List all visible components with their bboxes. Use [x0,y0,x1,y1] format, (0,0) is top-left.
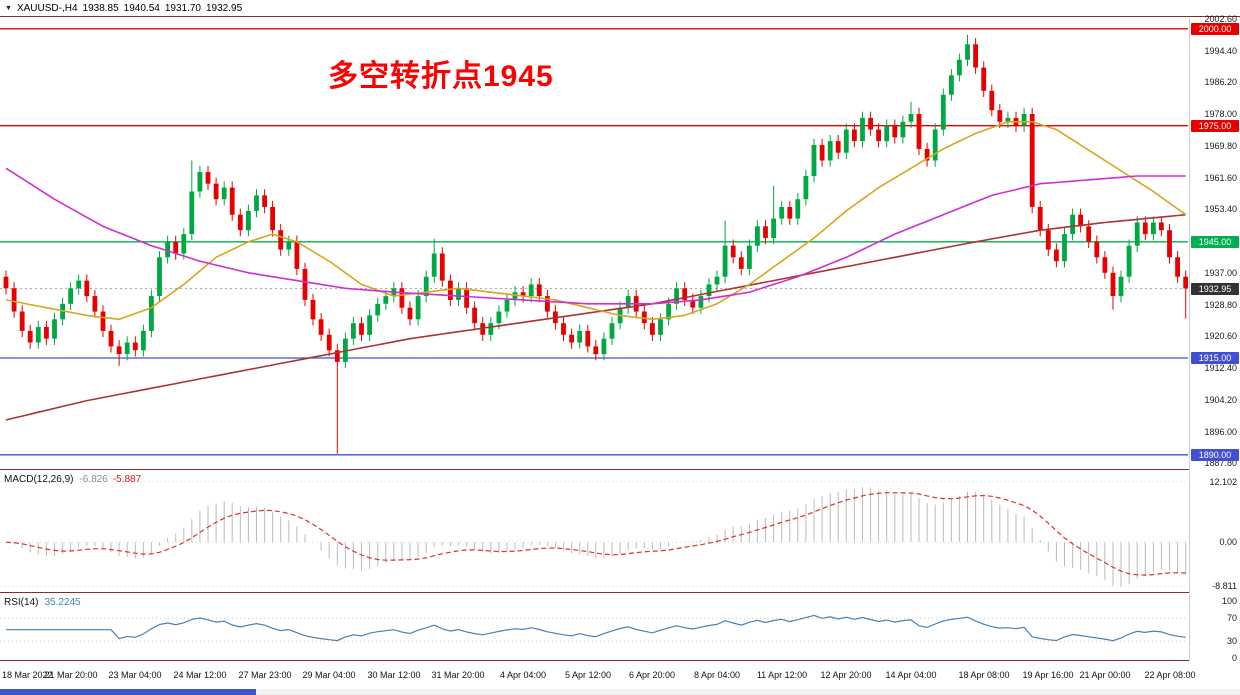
price-tick: 1969.80 [1204,141,1237,151]
time-label: 19 Apr 16:00 [1022,670,1074,680]
rsi-panel: RSI(14) 35.2245 100 70 30 0 [0,593,1240,663]
price-level-badge: 1890.00 [1191,449,1239,461]
rsi-tick: 70 [1226,613,1237,623]
macd-panel: MACD(12,26,9) -6.826 -5.887 12.102 0.00 -8.8… [0,470,1240,593]
time-label: 23 Mar 04:00 [108,670,162,680]
price-chart-panel: 2002.60 1994.40 1986.20 1978.00 1969.80 1961.… [0,14,1240,470]
macd-signal-value: -5.887 [112,474,142,485]
time-label: 22 Apr 08:00 [1144,670,1196,680]
rsi-label: RSI(14) [4,597,39,608]
symbol-timeframe-label: XAUUSD-,H4 [16,2,78,14]
h-scrollbar-thumb[interactable] [0,689,256,695]
time-label: 24 Mar 12:00 [173,670,227,680]
time-label: 5 Apr 12:00 [564,670,612,680]
price-level-badge: 2000.00 [1191,23,1239,35]
last-price-badge: 1932.95 [1191,283,1239,295]
h-scrollbar-track[interactable] [0,689,1240,695]
time-label: 31 Mar 20:00 [431,670,485,680]
price-tick: 1928.80 [1204,300,1237,310]
time-label: 18 Mar 2022 [2,670,53,680]
macd-plot[interactable] [0,471,1188,591]
price-tick: 1978.00 [1204,109,1237,119]
rsi-tick: 0 [1231,653,1237,663]
chart-annotation-text: 多空转折点1945 [328,60,554,93]
time-label: 27 Mar 23:00 [238,670,292,680]
time-label: 8 Apr 04:00 [693,670,741,680]
time-label: 21 Mar 20:00 [44,670,98,680]
time-axis[interactable]: 18 Mar 2022 21 Mar 20:00 23 Mar 04:00 24 Ma… [0,661,1240,688]
rsi-plot[interactable] [0,594,1188,659]
price-tick: 1953.40 [1204,204,1237,214]
price-tick: 1904.20 [1204,395,1237,405]
macd-label-row: MACD(12,26,9) -6.826 -5.887 [4,474,141,485]
time-label: 18 Apr 08:00 [958,670,1010,680]
price-tick: 2002.60 [1204,14,1237,24]
macd-label: MACD(12,26,9) [4,474,74,485]
price-level-badge: 1915.00 [1191,352,1239,364]
low-value: 1931.70 [164,2,201,14]
time-label: 6 Apr 20:00 [628,670,676,680]
macd-axis: 12.102 0.00 -8.811 [1189,471,1240,593]
time-label: 12 Apr 20:00 [820,670,872,680]
price-tick: 1896.00 [1204,427,1237,437]
close-value: 1932.95 [205,2,243,14]
open-value: 1938.85 [82,2,119,14]
macd-tick: 0.00 [1219,537,1237,547]
macd-main-value: -6.826 [79,474,108,485]
time-label: 11 Apr 12:00 [756,670,808,680]
price-tick: 1887.80 [1204,458,1237,468]
price-tick: 1920.60 [1204,331,1237,341]
price-axis[interactable]: 2002.60 1994.40 1986.20 1978.00 1969.80 1961.… [1189,14,1240,470]
price-tick: 1937.00 [1204,268,1237,278]
time-label: 4 Apr 04:00 [499,670,547,680]
ohlc-toggle-icon[interactable]: ▼ [5,4,12,12]
macd-tick: 12.102 [1209,477,1237,487]
high-value: 1940.54 [123,2,160,14]
rsi-value: 35.2245 [44,597,81,608]
rsi-tick: 30 [1226,636,1237,646]
time-label: 30 Mar 12:00 [367,670,421,680]
price-level-badge: 1945.00 [1191,236,1239,248]
price-level-badge: 1975.00 [1191,120,1239,132]
price-tick: 1986.20 [1204,77,1237,87]
price-tick: 1912.40 [1204,363,1237,373]
time-label: 14 Apr 04:00 [885,670,937,680]
price-tick: 1961.60 [1204,173,1237,183]
rsi-tick: 100 [1221,596,1237,606]
macd-tick: -8.811 [1212,581,1237,591]
rsi-axis: 100 70 30 0 [1189,594,1240,663]
rsi-label-row: RSI(14) 35.2245 [4,597,81,608]
price-tick: 1994.40 [1204,46,1237,56]
time-label: 21 Apr 00:00 [1079,670,1131,680]
price-chart-plot[interactable] [0,18,1188,468]
time-label: 29 Mar 04:00 [302,670,356,680]
chart-header: ▼ XAUUSD-,H4 1938.85 1940.54 1931.70 193… [0,0,1240,16]
